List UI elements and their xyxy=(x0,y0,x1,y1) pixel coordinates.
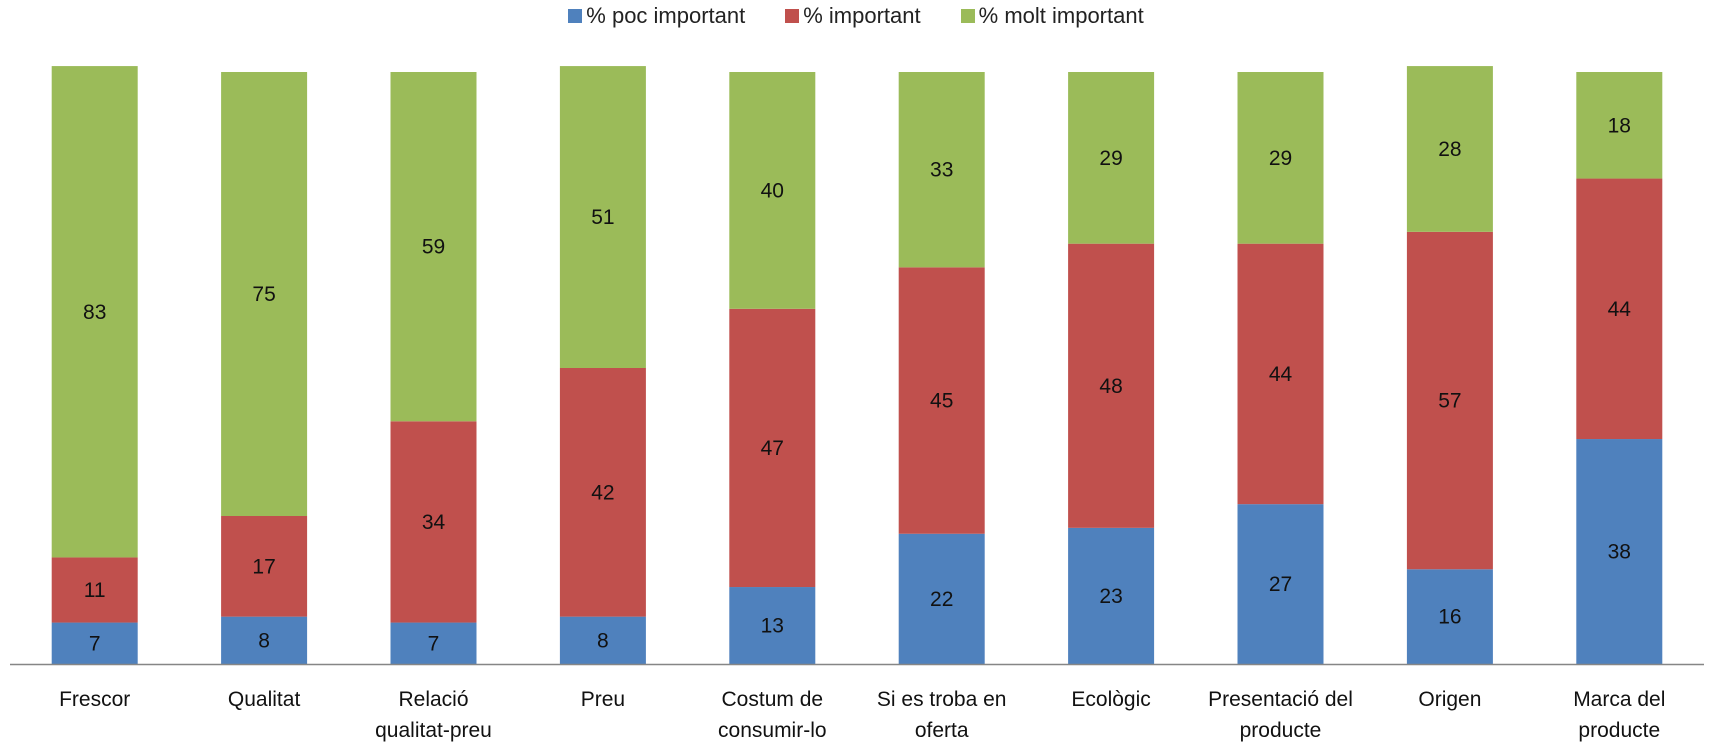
legend-item: % poc important xyxy=(568,3,745,29)
bar-segment xyxy=(898,267,985,534)
x-tick-label: Origen xyxy=(1418,688,1481,711)
data-label: 16 xyxy=(1438,606,1461,629)
x-tick-label: Ecològic xyxy=(1071,688,1150,711)
legend-label: % important xyxy=(803,3,921,28)
data-label: 83 xyxy=(83,301,106,324)
data-label: 29 xyxy=(1269,147,1292,170)
data-label: 42 xyxy=(591,481,614,504)
x-tick-label-line: producte xyxy=(1240,719,1322,742)
x-tick-label: Preu xyxy=(581,688,625,711)
bar-segment xyxy=(390,622,477,664)
bar-segment xyxy=(1237,504,1324,664)
x-tick-label-line: producte xyxy=(1578,719,1660,742)
data-label: 23 xyxy=(1099,585,1122,608)
data-label: 29 xyxy=(1099,147,1122,170)
bar-segment xyxy=(559,66,646,368)
x-tick-label: Marca del producte xyxy=(1573,688,1665,742)
bar-segment xyxy=(1237,243,1324,505)
x-tick-label-line: Relació xyxy=(398,688,468,711)
data-label: 47 xyxy=(761,437,784,460)
bar-segment xyxy=(51,557,138,623)
data-label: 28 xyxy=(1438,138,1461,161)
data-label: 44 xyxy=(1608,298,1632,321)
x-tick-label: Frescor xyxy=(59,688,130,711)
bar-segment xyxy=(221,516,308,617)
legend-swatch xyxy=(568,9,583,23)
data-label: 75 xyxy=(252,283,275,306)
data-label: 59 xyxy=(422,236,445,259)
x-tick-label: Qualitat xyxy=(228,688,301,711)
x-tick-label-line: Preu xyxy=(581,688,625,711)
data-label: 57 xyxy=(1438,390,1461,413)
data-label: 8 xyxy=(258,629,270,652)
x-tick-label-line: qualitat-preu xyxy=(375,719,492,742)
x-tick-label: Costum de consumir-lo xyxy=(718,688,827,742)
bar-segment xyxy=(51,622,138,664)
bar-segment xyxy=(51,66,138,558)
data-label: 13 xyxy=(761,615,784,638)
bar-segment xyxy=(1576,178,1663,440)
data-label: 51 xyxy=(591,206,614,229)
bar-segment xyxy=(221,616,308,664)
x-tick-label-line: Si es troba en xyxy=(877,688,1007,711)
bar-segment xyxy=(1576,72,1663,179)
bar-segment xyxy=(390,72,477,422)
legend-label: % molt important xyxy=(978,3,1144,28)
data-label: 27 xyxy=(1269,573,1292,596)
bar-segment xyxy=(390,421,477,623)
data-label: 8 xyxy=(597,629,609,652)
x-tick-label-line: Frescor xyxy=(59,688,130,711)
bar-segment xyxy=(898,72,985,268)
bar-segment xyxy=(1068,243,1155,528)
data-label: 38 xyxy=(1608,541,1631,564)
x-tick-label-line: Presentació del xyxy=(1208,688,1353,711)
bar-segment xyxy=(898,533,985,664)
data-label: 34 xyxy=(422,511,446,534)
x-tick-label-line: Ecològic xyxy=(1071,688,1150,711)
legend-item: % important xyxy=(785,3,921,29)
data-label: 7 xyxy=(428,632,440,655)
x-tick-label-line: Costum de xyxy=(722,688,824,711)
data-label: 7 xyxy=(89,632,101,655)
data-label: 48 xyxy=(1099,375,1122,398)
x-tick-label-line: Qualitat xyxy=(228,688,301,711)
bar-segment xyxy=(729,308,816,588)
bar-segment xyxy=(1406,569,1493,664)
legend-label: % poc important xyxy=(586,3,746,28)
bar-segment xyxy=(1406,231,1493,570)
x-tick-label-line: Origen xyxy=(1418,688,1481,711)
data-label: 18 xyxy=(1608,114,1631,137)
data-label: 22 xyxy=(930,588,953,611)
bar-segment xyxy=(1406,66,1493,232)
bar-segment xyxy=(729,587,816,664)
data-label: 11 xyxy=(84,579,106,602)
data-label: 45 xyxy=(930,390,953,413)
bar-segment xyxy=(221,72,308,516)
bar-segment xyxy=(1576,439,1663,664)
data-label: 44 xyxy=(1269,363,1293,386)
legend-item: % molt important xyxy=(960,3,1144,29)
x-tick-label-line: Marca del xyxy=(1573,688,1665,711)
bar-segment xyxy=(1237,72,1324,244)
bar-segment xyxy=(1068,72,1155,244)
bar-segment xyxy=(729,72,816,309)
data-label: 40 xyxy=(761,179,784,202)
x-tick-label-line: oferta xyxy=(915,719,969,742)
legend-swatch xyxy=(960,9,975,23)
x-tick-label: Relació qualitat-preu xyxy=(375,688,492,742)
bar-segment xyxy=(559,368,646,617)
bar-segment xyxy=(559,616,646,664)
x-tick-label-line: consumir-lo xyxy=(718,719,827,742)
bar-segment xyxy=(1068,527,1155,664)
x-tick-label: Presentació del producte xyxy=(1208,688,1353,742)
legend-swatch xyxy=(785,9,800,23)
legend: % poc important % important % molt importa… xyxy=(0,3,1712,29)
data-label: 33 xyxy=(930,159,953,182)
data-label: 17 xyxy=(252,555,275,578)
x-tick-label: Si es troba en oferta xyxy=(877,688,1007,742)
